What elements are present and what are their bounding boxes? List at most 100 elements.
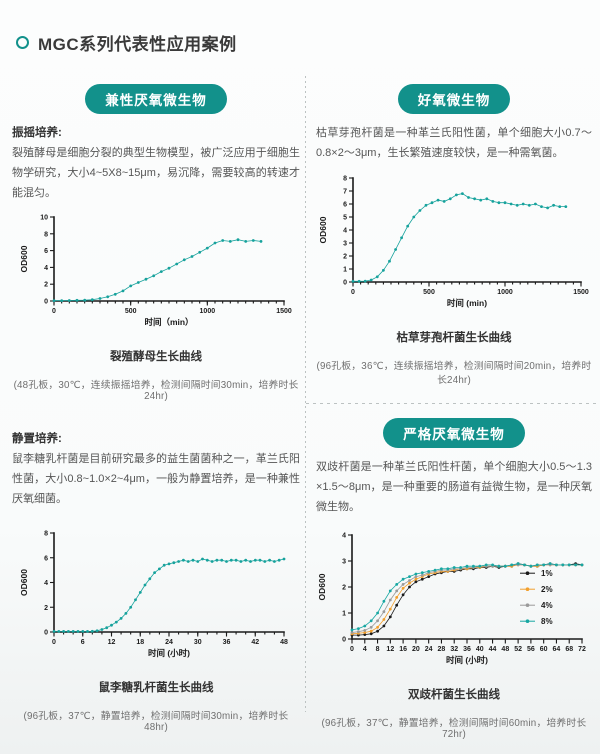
svg-text:40: 40 (476, 646, 484, 653)
badge-row: 严格厌氧微生物 (316, 418, 592, 448)
chart-bacillus-subtilis-growth: 0 1 2 3 4 5 6 7 8 0 500 1000 1500 OD600 时间 (min) (318, 175, 589, 308)
caption-bacillus-subtilis: 枯草芽孢杆菌生长曲线 (396, 331, 512, 344)
chart-fission-yeast-growth: 0 2 4 6 8 10 0 500 1000 1500 OD600 时间（min） (19, 215, 292, 328)
horizontal-divider (306, 403, 600, 404)
svg-text:12: 12 (386, 646, 394, 653)
svg-text:500: 500 (125, 308, 137, 315)
svg-text:18: 18 (136, 639, 144, 646)
description-bifidobacterium: 双歧杆菌是一种革兰氏阳性杆菌，单个细胞大小0.5～1.3 ×1.5～8μm，是一… (316, 461, 592, 513)
svg-text:1: 1 (343, 266, 347, 273)
description-bacillus-subtilis: 枯草芽孢杆菌是一种革兰氏阳性菌，单个细胞大小0.7～0.8×2～3μm，生长繁殖… (316, 127, 592, 159)
svg-text:时间 (小时): 时间 (小时) (446, 655, 488, 665)
note-lactobacillus-rhamnosus-conditions: (96孔板，37℃，静置培养，检测间隔时间30min，培养时长48hr) (23, 711, 289, 734)
svg-text:2: 2 (44, 282, 48, 289)
chart-wrap: 0 2 4 6 8 0 6 12 18 24 30 36 42 48 OD600 时间 (小时) (12, 525, 300, 665)
svg-text:4: 4 (44, 580, 48, 587)
svg-text:48: 48 (501, 646, 509, 653)
svg-text:36: 36 (463, 646, 471, 653)
badge-aerobe: 好氧微生物 (397, 84, 511, 114)
svg-text:7: 7 (343, 188, 347, 195)
chart-wrap: 0 1 2 3 4 5 6 7 8 0 500 1000 1500 OD600 时间 (min) (316, 170, 592, 315)
svg-text:3: 3 (343, 240, 347, 247)
svg-text:4: 4 (363, 646, 367, 653)
svg-text:500: 500 (423, 289, 435, 296)
svg-text:0: 0 (44, 630, 48, 637)
note-bacillus-subtilis-conditions: (96孔板，36℃，连续振摇培养，检测间隔时间20min，培养时长24hr) (316, 360, 592, 386)
svg-text:1500: 1500 (573, 289, 589, 296)
svg-text:0: 0 (343, 279, 347, 286)
svg-text:0: 0 (350, 646, 354, 653)
svg-text:时间（min）: 时间（min） (144, 317, 193, 327)
badge-row: 兼性厌氧微生物 (12, 84, 300, 114)
svg-text:6: 6 (44, 556, 48, 563)
svg-text:8: 8 (44, 232, 48, 239)
svg-text:68: 68 (565, 646, 573, 653)
svg-text:52: 52 (514, 646, 522, 653)
svg-text:44: 44 (489, 646, 497, 653)
svg-text:6: 6 (44, 248, 48, 255)
ring-icon (16, 36, 29, 49)
badge-row: 好氧微生物 (316, 84, 592, 114)
svg-text:24: 24 (165, 639, 173, 646)
note-fission-yeast-conditions: (48孔板，30℃，连续振摇培养，检测间隔时间30min，培养时长24hr) (13, 380, 299, 403)
badge-facultative-anaerobe: 兼性厌氧微生物 (85, 84, 227, 114)
svg-text:24: 24 (425, 646, 433, 653)
svg-text:时间 (小时): 时间 (小时) (148, 648, 190, 658)
method-label-static-culture: 静置培养: (12, 433, 62, 445)
svg-text:1000: 1000 (200, 308, 216, 315)
svg-text:OD600: OD600 (317, 574, 327, 601)
svg-text:2: 2 (342, 585, 346, 592)
svg-text:0: 0 (52, 308, 56, 315)
svg-text:6: 6 (343, 201, 347, 208)
svg-text:2%: 2% (541, 585, 553, 594)
svg-text:5: 5 (343, 214, 347, 221)
description-lactobacillus-rhamnosus: 鼠李糖乳杆菌是目前研究最多的益生菌菌种之一，革兰氏阳性菌，大小0.8~1.0×2… (12, 453, 300, 505)
svg-text:2: 2 (343, 253, 347, 260)
svg-text:OD600: OD600 (318, 216, 328, 243)
svg-text:8: 8 (44, 531, 48, 538)
svg-text:0: 0 (44, 299, 48, 306)
svg-text:0: 0 (342, 637, 346, 644)
svg-text:12: 12 (108, 639, 116, 646)
svg-text:16: 16 (399, 646, 407, 653)
svg-text:28: 28 (438, 646, 446, 653)
page-title: MGC系列代表性应用案例 (38, 35, 237, 54)
svg-text:2: 2 (44, 605, 48, 612)
section-facultative-anaerobe: 兼性厌氧微生物 振摇培养: 裂殖酵母是细胞分裂的典型生物模型，被广泛应用于细胞生… (12, 84, 300, 402)
badge-strict-anaerobe: 严格厌氧微生物 (383, 418, 525, 448)
caption-fission-yeast: 裂殖酵母生长曲线 (110, 351, 202, 364)
svg-text:4%: 4% (541, 601, 553, 610)
svg-text:60: 60 (540, 646, 548, 653)
svg-text:0: 0 (52, 639, 56, 646)
method-label-shaking-culture: 振摇培养: (12, 127, 62, 139)
svg-text:1%: 1% (541, 569, 553, 578)
description-fission-yeast: 裂殖酵母是细胞分裂的典型生物模型，被广泛应用于细胞生物学研究，大小4~5X8~1… (12, 147, 300, 199)
svg-text:4: 4 (342, 533, 346, 540)
svg-text:8: 8 (376, 646, 380, 653)
svg-text:30: 30 (194, 639, 202, 646)
svg-text:4: 4 (44, 265, 48, 272)
svg-text:OD600: OD600 (19, 246, 29, 273)
svg-text:8%: 8% (541, 617, 553, 626)
svg-text:48: 48 (280, 639, 288, 646)
note-bifidobacterium-conditions: (96孔板，37℃，静置培养，检测间隔时间60min，培养时长72hr) (321, 718, 587, 741)
section-static-culture: 静置培养: 鼠李糖乳杆菌是目前研究最多的益生菌菌种之一，革兰氏阳性菌，大小0.8… (12, 426, 300, 733)
svg-text:OD600: OD600 (19, 569, 29, 596)
caption-lactobacillus-rhamnosus: 鼠李糖乳杆菌生长曲线 (98, 682, 214, 695)
svg-text:56: 56 (527, 646, 535, 653)
vertical-divider (305, 76, 306, 712)
svg-text:72: 72 (578, 646, 586, 653)
svg-text:42: 42 (251, 639, 259, 646)
svg-text:1500: 1500 (276, 308, 292, 315)
svg-text:1000: 1000 (497, 289, 513, 296)
section-aerobe: 好氧微生物 枯草芽孢杆菌是一种革兰氏阳性菌，单个细胞大小0.7～0.8×2～3μ… (316, 84, 592, 386)
svg-text:36: 36 (223, 639, 231, 646)
caption-bifidobacterium: 双歧杆菌生长曲线 (408, 689, 500, 702)
page-header: MGC系列代表性应用案例 (16, 30, 237, 55)
svg-text:10: 10 (40, 215, 48, 222)
svg-text:4: 4 (343, 227, 347, 234)
svg-text:8: 8 (343, 175, 347, 182)
section-strict-anaerobe: 严格厌氧微生物 双歧杆菌是一种革兰氏阳性杆菌，单个细胞大小0.5～1.3 ×1.… (316, 418, 592, 740)
